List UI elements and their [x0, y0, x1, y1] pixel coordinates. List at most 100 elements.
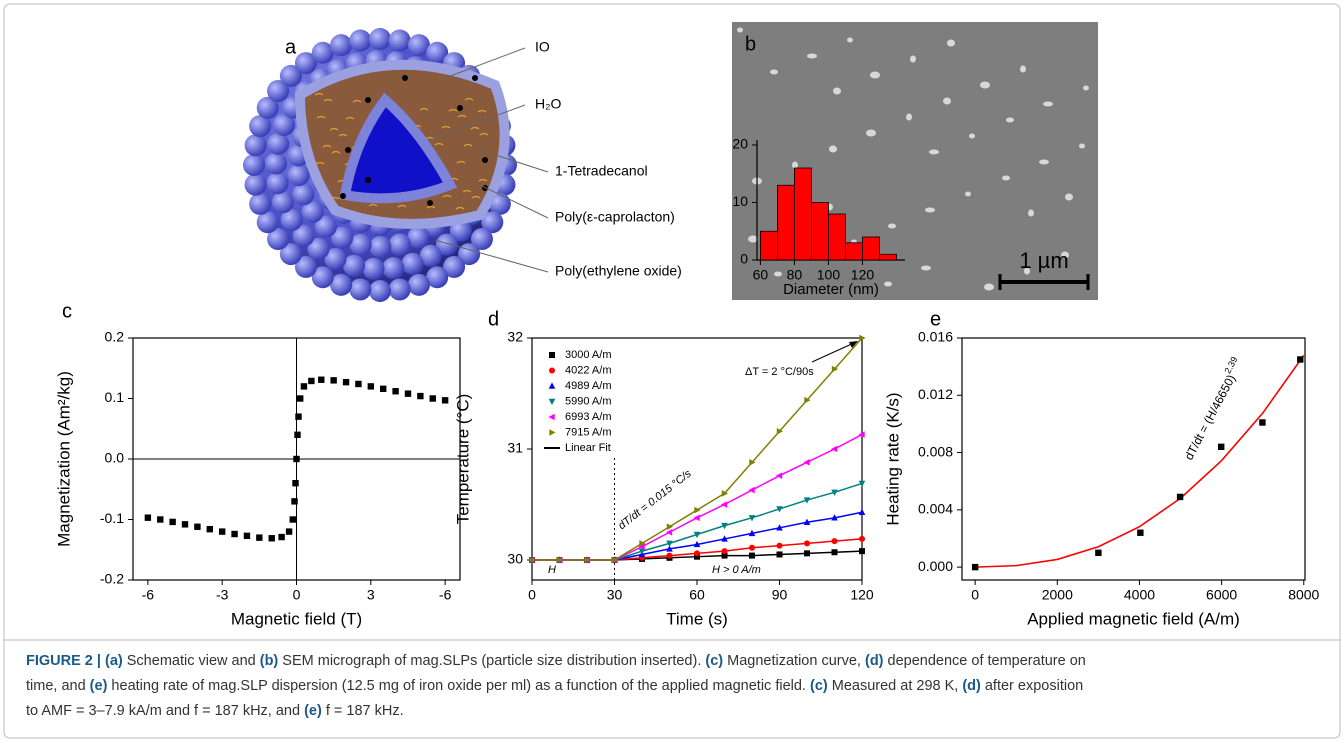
marker: [404, 390, 412, 397]
marker: [694, 506, 701, 514]
lipid-tail: [352, 99, 362, 103]
marker: [181, 521, 189, 528]
marker: [804, 396, 811, 404]
caption-line: time, and (e) heating rate of mag.SLP di…: [26, 678, 1083, 694]
y-tick-label: -0.2: [100, 571, 124, 587]
caption-text: dependence of temperature on: [884, 653, 1086, 669]
annotation-arrow: [811, 341, 857, 363]
caption-line: FIGURE 2 | (a) Schematic view and (b) SE…: [26, 653, 1086, 669]
x-tick-label: 120: [851, 267, 875, 283]
y-tick-label: -0.1: [100, 510, 124, 526]
lipid-tail: [457, 114, 467, 118]
marker: [300, 383, 308, 390]
x-tick-label: 0: [528, 587, 536, 603]
marker: [584, 556, 591, 564]
caption-text: time, and: [26, 678, 90, 694]
lipid-tail: [331, 150, 341, 154]
x-tick-label: -3: [216, 587, 229, 603]
marker: [693, 514, 700, 522]
x-tick-label: 4000: [1124, 587, 1155, 603]
marker: [1259, 419, 1266, 426]
leader-line: [479, 149, 549, 173]
caption-text: Schematic view and: [123, 653, 260, 669]
x-axis-label: Time (s): [666, 609, 728, 628]
iron-oxide-dot: [365, 177, 371, 183]
panel-label: b: [745, 33, 756, 55]
particle: [847, 37, 853, 43]
marker: [721, 490, 729, 497]
y-tick-label: 0.004: [918, 501, 953, 517]
lipid-tail: [470, 126, 480, 130]
legend-label: 4022 A/m: [565, 364, 611, 376]
bead: [249, 192, 272, 215]
particle: [969, 133, 975, 139]
bead: [244, 173, 267, 196]
bead: [470, 228, 493, 251]
fit-equation: dT/dt = (H/46650): [1182, 372, 1239, 462]
particle: [1002, 175, 1010, 181]
lipid-tail: [338, 133, 348, 137]
legend-marker: [548, 413, 555, 421]
legend-label: Linear Fit: [565, 442, 611, 454]
lipid-tail: [434, 142, 444, 146]
y-tick-label: 0.016: [918, 329, 953, 345]
bead: [249, 115, 272, 138]
lipid-tail: [330, 196, 340, 200]
y-tick-label: 0.008: [918, 443, 953, 459]
bead: [244, 134, 267, 157]
bead: [426, 41, 449, 64]
lipid-tail: [316, 115, 326, 119]
marker: [776, 427, 784, 435]
caption-bold: (e): [90, 678, 108, 694]
histogram-bar: [777, 184, 795, 261]
bead: [265, 152, 288, 175]
y-tick-label: 32: [507, 329, 523, 345]
x-tick-label: 6000: [1206, 587, 1237, 603]
panel-label: c: [62, 300, 72, 322]
bead: [388, 233, 411, 256]
marker: [749, 544, 755, 551]
schematic: [243, 28, 517, 302]
marker: [721, 522, 728, 530]
marker: [231, 530, 238, 538]
particle: [1006, 117, 1014, 123]
iron-oxide-dot: [427, 200, 433, 206]
bead: [280, 208, 303, 231]
x-tick-label: 120: [850, 587, 874, 603]
marker: [666, 540, 673, 547]
marker: [639, 540, 646, 547]
leader-line: [444, 47, 526, 79]
iron-oxide-dot: [402, 75, 408, 81]
bead: [407, 226, 430, 249]
fit-exponent: 2.39: [1223, 355, 1240, 375]
bead: [256, 96, 279, 119]
marker: [666, 523, 674, 531]
plot-frame: [961, 337, 1306, 581]
marker: [318, 376, 325, 383]
marker: [638, 543, 645, 550]
particle: [925, 207, 935, 213]
y-axis-label: Magnetization (Am²/kg): [54, 371, 73, 547]
marker: [218, 528, 226, 535]
bead: [324, 247, 347, 270]
y-axis-label: Heating rate (K/s): [883, 392, 902, 525]
particle: [829, 145, 837, 153]
marker: [292, 480, 299, 487]
histogram-bar: [828, 213, 846, 261]
x-tick-label: 100: [817, 267, 841, 283]
iron-oxide-dot: [457, 105, 463, 111]
leader-line: [429, 104, 526, 141]
bead: [301, 200, 324, 223]
caption-bold: (c): [810, 678, 828, 694]
bead: [407, 273, 430, 296]
figure-border: [3, 3, 1341, 739]
marker: [169, 518, 176, 526]
marker: [330, 377, 337, 384]
lipid-tail: [477, 109, 487, 113]
legend-marker: [549, 367, 555, 374]
y-tick-label: 0.012: [918, 386, 953, 402]
marker: [749, 459, 756, 466]
arrow-head: [849, 341, 858, 348]
bead: [294, 52, 317, 75]
marker: [256, 534, 263, 541]
